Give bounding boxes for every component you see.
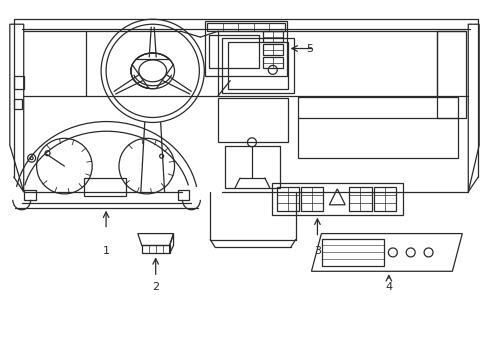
Bar xyxy=(218,98,287,142)
Bar xyxy=(207,23,284,31)
Bar xyxy=(14,99,21,109)
Bar xyxy=(84,178,126,196)
Bar xyxy=(300,187,323,211)
Bar xyxy=(373,187,395,211)
Bar xyxy=(14,76,24,89)
Bar xyxy=(205,21,286,76)
Bar xyxy=(222,38,293,93)
Bar xyxy=(24,190,36,200)
Bar xyxy=(177,190,189,200)
Text: 3: 3 xyxy=(313,247,320,256)
Bar xyxy=(263,44,282,55)
Bar xyxy=(263,31,282,42)
Bar xyxy=(224,146,279,188)
Text: 1: 1 xyxy=(102,247,109,256)
Text: 2: 2 xyxy=(152,282,159,292)
Bar xyxy=(228,42,287,89)
Text: 5: 5 xyxy=(305,44,312,54)
Bar xyxy=(322,239,383,266)
Bar xyxy=(263,57,282,68)
Bar xyxy=(348,187,371,211)
Bar xyxy=(209,35,258,68)
Text: 4: 4 xyxy=(385,282,392,292)
Bar xyxy=(276,187,298,211)
Bar xyxy=(271,183,402,215)
Bar xyxy=(297,96,457,158)
